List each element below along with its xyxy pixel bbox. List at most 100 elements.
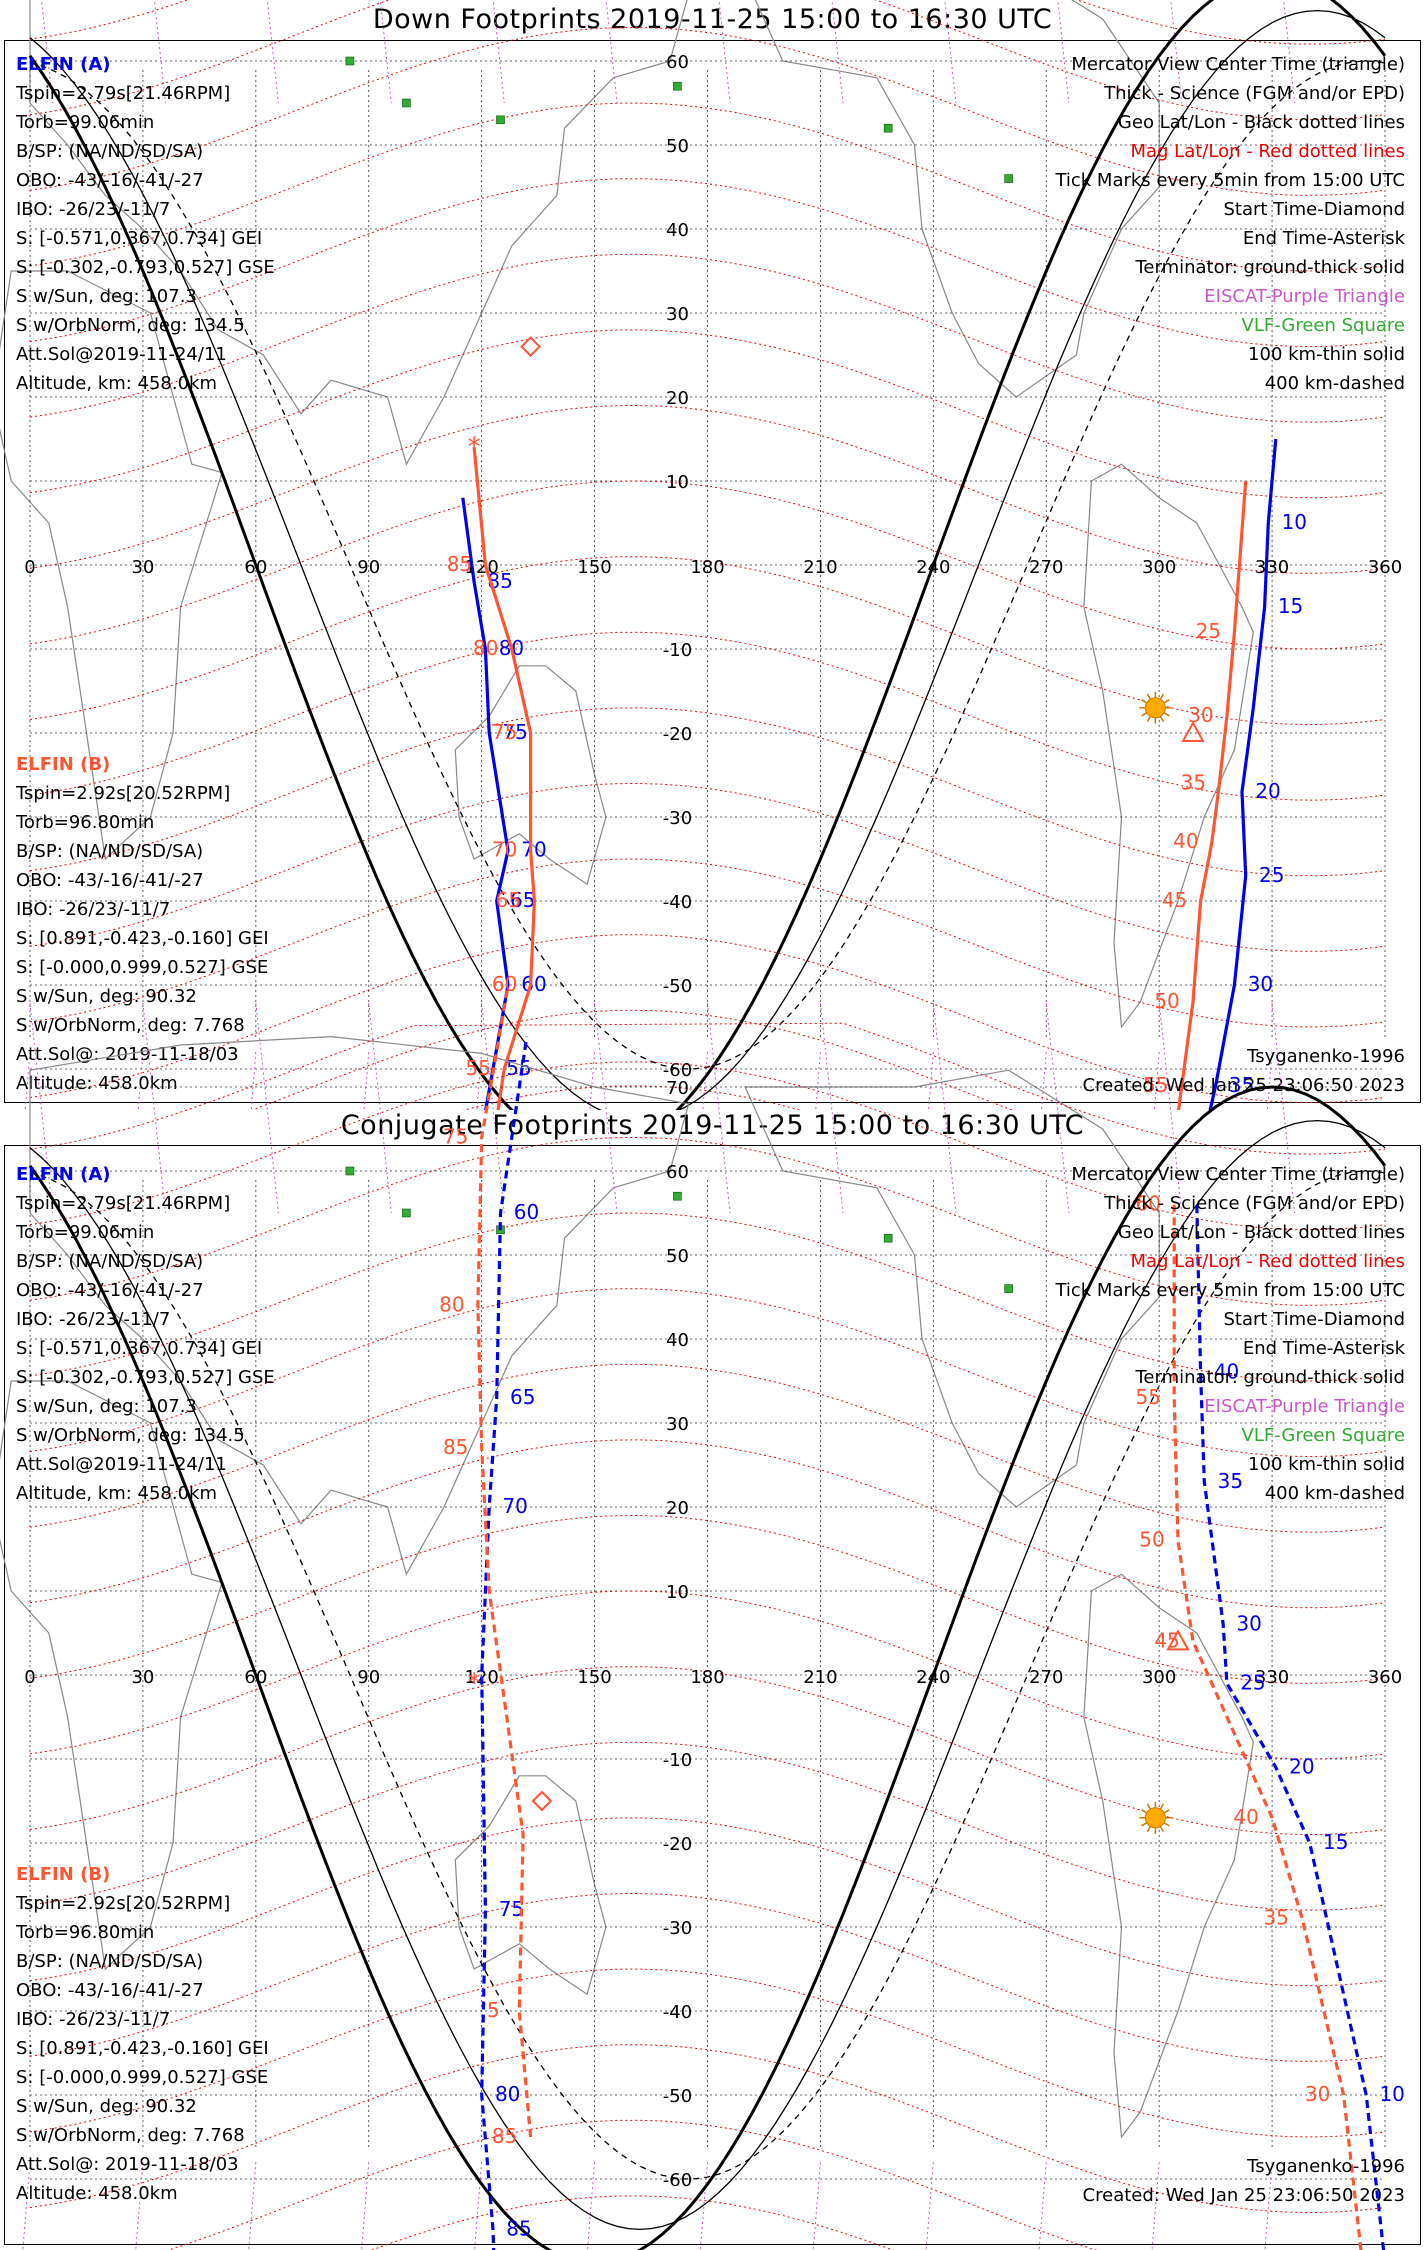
conjugate-mag-meridian-north — [142, 1002, 166, 1214]
down-mag-parallel — [29, 0, 1386, 121]
conjugate-panel-title: Conjugate Footprints 2019-11-25 15:00 to… — [340, 1110, 1085, 1141]
conjugate-legend-item: 100 km-thin solid — [1248, 1454, 1405, 1475]
conjugate-lon-tick-label: 60 — [244, 1667, 267, 1688]
down-end-asterisk: * — [468, 432, 481, 462]
down-vlf-station-marker — [345, 56, 355, 66]
conjugate-legend-item: End Time-Asterisk — [1243, 1338, 1406, 1359]
conjugate-elfin-b-name: ELFIN (B) — [16, 1864, 110, 1885]
conjugate-mag-meridian-north — [1045, 1002, 1070, 1214]
down-elfin-b-line: S w/Sun, deg: 90.32 — [16, 986, 197, 1007]
down-elfin-b-line: OBO: -43/-16/-41/-27 — [16, 870, 204, 891]
conjugate-geo-grid — [29, 1086, 1386, 2180]
down-vlf-station-marker — [402, 98, 411, 108]
conjugate-lat-tick-label: 50 — [666, 1246, 689, 1267]
down-created-timestamp: Created: Wed Jan 25 23:06:50 2023 — [1083, 1075, 1405, 1096]
down-mag-meridian-south — [1041, 1052, 1047, 1110]
conjugate-vlf-station-marker — [402, 1208, 411, 1218]
down-elfin-a-line: Altitude, km: 458.0km — [16, 373, 217, 394]
conjugate-legend-item: EISCAT-Purple Triangle — [1204, 1396, 1405, 1417]
down-mag-meridian-north — [605, 0, 618, 104]
conjugate-elfin-b-line: B/SP: (NA/ND/SD/SA) — [16, 1951, 203, 1972]
conjugate-terminator-100km — [29, 1119, 1386, 2231]
conjugate-mag-grid — [29, 1022, 1386, 2250]
conjugate-legend-item: Tick Marks every 5min from 15:00 UTC — [1054, 1280, 1405, 1301]
down-elfin-a-track-west-tick-label: 75 — [502, 720, 527, 744]
down-elfin-b-track-west-tick-label: 65 — [496, 888, 521, 912]
conjugate-mag-meridian-south — [248, 2162, 257, 2250]
down-mag-meridian-north — [944, 0, 957, 104]
conjugate-elfin-a-line: S: [-0.302,-0.793,0.527] GSE — [16, 1367, 275, 1388]
conjugate-lon-tick-label: 30 — [131, 1667, 154, 1688]
conjugate-elfin-b-line: Tspin=2.92s[20.52RPM] — [15, 1893, 230, 1914]
down-elfin-b-track-west-tick-label: 85 — [447, 552, 472, 576]
conjugate-elfin-a-line: S: [-0.571,0.367,0.734] GEI — [16, 1338, 262, 1359]
down-mag-parallel — [29, 858, 1386, 1028]
down-lat-tick-label: 60 — [666, 52, 689, 73]
conjugate-elfin-a-line: S w/OrbNorm, deg: 134.5 — [16, 1425, 245, 1446]
down-terminator-ground — [28, 0, 1387, 1110]
conjugate-elfin-b-track-west-tick-label: 75 — [443, 1124, 468, 1148]
conjugate-sun-icon — [1139, 1801, 1172, 1834]
down-panel-frame — [4, 40, 1421, 1103]
down-legend: Mercator View Center Time (triangle) Thic… — [1054, 54, 1405, 394]
conjugate-landmass-4 — [1083, 1573, 1254, 2139]
down-elfin-a-track-west-tick-label: 70 — [521, 838, 546, 862]
conjugate-mag-meridian-south — [699, 2162, 708, 2250]
conjugate-elfin-b-track-west-tick-label: 5 — [487, 1998, 500, 2022]
conjugate-lon-tick-label: 270 — [1029, 1667, 1063, 1688]
down-elfin-b-line: S w/OrbNorm, deg: 7.768 — [16, 1015, 245, 1036]
down-mag-meridian-north — [1283, 0, 1296, 104]
conjugate-landmass-2 — [454, 1775, 607, 1996]
down-elfin-a-line: S: [-0.571,0.367,0.734] GEI — [16, 228, 262, 249]
down-elfin-b-line: S: [0.891,-0.423,-0.160] GEI — [16, 928, 269, 949]
down-sun-icon — [1139, 691, 1172, 724]
down-mag-parallel — [29, 934, 1386, 1104]
conjugate-mag-meridian-north — [1158, 1002, 1183, 1214]
conjugate-vlf-station-marker — [345, 1166, 355, 1176]
down-elfin-b-track-west-tick-label: 75 — [492, 720, 517, 744]
down-geo-grid — [29, 60, 1386, 1070]
down-mag-meridians — [24, 0, 1296, 1110]
down-elfin-b-track-west-tick-label: 80 — [473, 636, 498, 660]
conjugate-elfin-a-track-east-tick-label: 10 — [1379, 2082, 1404, 2106]
down-elfin-a-line: Tspin=2.79s[21.46RPM] — [15, 83, 230, 104]
conjugate-legend-item: VLF-Green Square — [1242, 1425, 1405, 1446]
down-elfin-a-line: Torb=99.06min — [15, 112, 154, 133]
down-elfin-a-line: S w/OrbNorm, deg: 134.5 — [16, 315, 245, 336]
down-mag-meridian-south — [928, 1052, 934, 1110]
conjugate-lat-tick-label: 20 — [666, 1498, 689, 1519]
down-mag-parallel — [29, 556, 1386, 726]
conjugate-mag-parallel — [29, 1061, 1386, 1231]
down-elfin-a-line: S w/Sun, deg: 107.3 — [16, 286, 197, 307]
conjugate-lat-tick-label: -60 — [663, 2170, 692, 2191]
conjugate-lat-tick-label: -20 — [663, 1834, 692, 1855]
down-elfin-a-track-east-tick-label: 30 — [1248, 972, 1273, 996]
conjugate-elfin-a-line: Altitude, km: 458.0km — [16, 1483, 217, 1504]
conjugate-elfin-a-track-east-tick-label: 25 — [1240, 1670, 1265, 1694]
down-mag-parallel — [29, 480, 1386, 650]
conjugate-created-timestamp: Created: Wed Jan 25 23:06:50 2023 — [1083, 2185, 1405, 2206]
conjugate-mag-meridian-north — [481, 1002, 505, 1214]
down-model-label: Tsyganenko-1996 — [1246, 1046, 1405, 1067]
down-mag-parallel — [29, 178, 1386, 348]
conjugate-elfin-a-track-east-tick-label: 40 — [1214, 1360, 1239, 1384]
down-mag-meridian-north — [266, 0, 279, 104]
conjugate-legend-item: Terminator: ground-thick solid — [1134, 1367, 1405, 1388]
conjugate-legend-item: Thick - Science (FGM and/or EPD) — [1103, 1193, 1405, 1214]
down-legend-item: Mercator View Center Time (triangle) — [1071, 54, 1405, 75]
down-elfin-b-track-east-tick-label: 45 — [1162, 888, 1187, 912]
down-mag-parallel — [29, 707, 1386, 877]
down-legend-item: Geo Lat/Lon - Black dotted lines — [1118, 112, 1405, 133]
conjugate-mag-parallel — [29, 1136, 1386, 1306]
conjugate-mag-meridian-south — [135, 2162, 144, 2250]
conjugate-lon-tick-label: 330 — [1255, 1667, 1289, 1688]
down-mag-meridian-north — [379, 0, 392, 104]
down-legend-item: VLF-Green Square — [1242, 315, 1405, 336]
conjugate-elfin-a-track-west-tick-label: 70 — [502, 1494, 527, 1518]
down-lat-tick-label: -10 — [663, 640, 692, 661]
down-elfin-b-name: ELFIN (B) — [16, 754, 110, 775]
down-lon-tick-label: 240 — [916, 557, 950, 578]
down-start-diamond — [520, 336, 542, 358]
conjugate-elfin-a-line: OBO: -43/-16/-41/-27 — [16, 1280, 204, 1301]
